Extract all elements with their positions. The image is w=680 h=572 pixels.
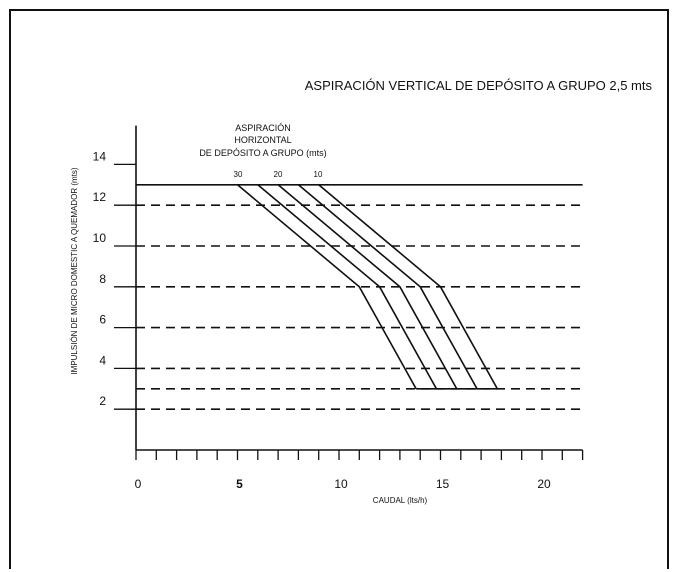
legend-label-30: 30	[234, 170, 243, 179]
x-tick-label-10: 10	[334, 477, 348, 491]
x-tick-label-5: 5	[236, 477, 243, 491]
legend-title-line-3: DE DEPÓSITO A GRUPO (mts)	[199, 148, 326, 158]
legend-title-line-1: ASPIRACIÓN	[235, 123, 291, 133]
y-tick-label-2: 2	[99, 394, 106, 408]
legend-label-20: 20	[274, 170, 283, 179]
y-tick-label-10: 10	[93, 231, 107, 245]
x-tick-label-20: 20	[537, 477, 551, 491]
y-tick-label-8: 8	[99, 272, 106, 286]
x-tick-label-15: 15	[436, 477, 450, 491]
legend-title-line-2: HORIZONTAL	[234, 135, 291, 145]
y-tick-label-12: 12	[93, 190, 107, 204]
reference-lines	[136, 184, 583, 411]
series-line-3	[277, 184, 458, 390]
y-tick-label-4: 4	[99, 353, 106, 367]
series-lines	[236, 184, 499, 390]
y-axis-label: IMPULSIÓN DE MICRO DOMESTIC A QUEMADOR (…	[70, 167, 79, 374]
tick-labels: 0 5 10 15 20 2 4 6 8 10 12 14	[93, 149, 551, 491]
x-tick-label-0: 0	[135, 477, 142, 491]
series-line-2	[257, 184, 438, 390]
y-tick-label-6: 6	[99, 313, 106, 327]
y-tick-label-14: 14	[93, 149, 107, 163]
axes	[114, 125, 584, 460]
series-line-4	[297, 184, 478, 390]
chart-title: ASPIRACIÓN VERTICAL DE DEPÓSITO A GRUPO …	[305, 78, 653, 93]
chart-frame	[9, 9, 669, 569]
series-line-1	[236, 184, 417, 390]
legend: ASPIRACIÓN HORIZONTAL DE DEPÓSITO A GRUP…	[199, 123, 326, 179]
series-line-5	[318, 184, 499, 390]
x-axis-label: CAUDAL (lts/h)	[373, 496, 428, 505]
legend-label-10: 10	[314, 170, 323, 179]
